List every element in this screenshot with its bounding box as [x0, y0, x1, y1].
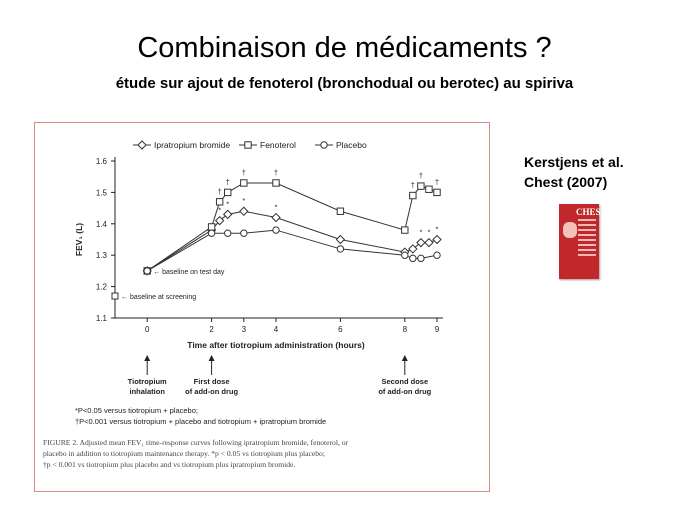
- citation: Kerstjens et al. Chest (2007): [524, 152, 624, 192]
- data-point: [244, 141, 252, 149]
- significance-mark: †: [411, 181, 415, 190]
- caption-line-2: placebo in addition to tiotropium mainte…: [43, 449, 325, 458]
- y-tick-label: 1.6: [96, 157, 108, 166]
- citation-journal: Chest (2007): [524, 174, 608, 190]
- event-arrowhead: [208, 355, 215, 361]
- y-tick-label: 1.5: [96, 188, 108, 197]
- significance-mark: †: [435, 177, 439, 186]
- data-point: [432, 234, 442, 245]
- data-point: [425, 185, 433, 193]
- data-point: [336, 207, 345, 215]
- legend-label: Fenoterol: [260, 140, 296, 150]
- journal-cover-image: CHEST: [559, 204, 607, 279]
- significance-mark: †: [419, 171, 423, 180]
- event-label: of add-on drug: [185, 387, 238, 396]
- event-label: First dose: [194, 377, 230, 386]
- data-point: [416, 237, 426, 248]
- significance-mark: *: [419, 228, 422, 237]
- slide-subtitle: étude sur ajout de fenoterol (bronchodua…: [115, 75, 574, 92]
- event-label: of add-on drug: [378, 387, 431, 396]
- y-axis-title: FEV₁ (L): [74, 223, 84, 256]
- event-arrowhead: [144, 355, 151, 361]
- significance-mark: *: [242, 196, 245, 205]
- significance-mark: *: [275, 203, 278, 212]
- significance-mark: *: [427, 228, 430, 237]
- lung-illustration: [563, 222, 577, 238]
- screening-marker: [111, 292, 119, 300]
- data-point: [272, 226, 280, 234]
- x-tick-label: 9: [435, 325, 440, 334]
- data-point: [401, 251, 409, 259]
- legend-label: Placebo: [336, 140, 367, 150]
- y-tick-label: 1.2: [96, 283, 108, 292]
- x-tick-label: 2: [209, 325, 214, 334]
- data-point: [417, 254, 425, 263]
- x-tick-label: 0: [145, 325, 150, 334]
- data-point: [401, 226, 409, 234]
- significance-mark: †: [274, 168, 278, 177]
- caption-line-3: †p < 0.001 vs tiotropium plus placebo an…: [43, 460, 295, 469]
- x-tick-label: 6: [338, 325, 343, 334]
- data-point: [239, 206, 249, 216]
- y-tick-label: 1.3: [96, 251, 108, 260]
- caption-line-1: FIGURE 2. Adjusted mean FEV₁ time-respon…: [43, 438, 349, 447]
- x-tick-label: 4: [274, 325, 279, 334]
- footnote-1: *P<0.05 versus tiotropium + placebo;: [75, 406, 198, 415]
- data-point: [408, 244, 418, 254]
- data-point: [137, 140, 147, 150]
- annotation-test-day: ← baseline on test day: [153, 269, 225, 276]
- data-point: [272, 179, 280, 187]
- data-point: [417, 182, 425, 190]
- data-point: [409, 191, 417, 200]
- citation-authors: Kerstjens et al.: [524, 154, 624, 170]
- data-point: [240, 229, 248, 237]
- data-point: [433, 188, 441, 197]
- event-label: inhalation: [129, 387, 165, 396]
- series-line: [146, 229, 438, 272]
- data-point: [224, 229, 232, 237]
- data-point: [240, 179, 248, 187]
- data-point: [215, 198, 224, 206]
- significance-mark: *: [436, 225, 439, 234]
- data-point: [207, 229, 216, 237]
- series-line: [146, 182, 438, 272]
- x-tick-label: 8: [403, 325, 408, 334]
- y-tick-label: 1.4: [96, 220, 108, 229]
- annotation-screening: ← baseline at screening: [121, 294, 196, 301]
- data-point: [336, 245, 345, 253]
- significance-mark: †: [242, 168, 246, 177]
- footnote-2: †P<0.001 versus tiotropium + placebo and…: [75, 417, 326, 426]
- data-point: [424, 237, 434, 248]
- journal-cover-title: CHEST: [576, 207, 607, 217]
- figure-panel: 1.1 1.2 1.3 1.4 1.5 1.6 0 2 3 4 6 8 9 Time after tiot…: [34, 122, 490, 492]
- legend-label: Ipratropium bromide: [154, 140, 230, 150]
- data-point: [409, 254, 417, 263]
- event-label: Tiotropium: [128, 377, 167, 386]
- data-point: [433, 251, 441, 259]
- data-point: [143, 267, 151, 275]
- data-point: [320, 141, 328, 149]
- fev1-chart: 1.1 1.2 1.3 1.4 1.5 1.6 0 2 3 4 6 8 9 Time after tiot…: [43, 140, 443, 469]
- slide-title: Combinaison de médicaments ?: [137, 32, 552, 64]
- significance-mark: *: [218, 206, 221, 215]
- data-point: [335, 234, 346, 245]
- significance-mark: †: [218, 187, 222, 196]
- significance-mark: †: [226, 177, 230, 186]
- x-axis-title: Time after tiotropium administration (ho…: [187, 340, 365, 350]
- event-arrowhead: [401, 355, 408, 361]
- data-point: [222, 209, 233, 220]
- data-point: [271, 212, 281, 223]
- significance-mark: *: [226, 199, 229, 208]
- event-label: Second dose: [381, 377, 428, 386]
- data-point: [214, 215, 225, 226]
- x-tick-label: 3: [242, 325, 247, 334]
- data-point: [224, 188, 232, 197]
- data-point: [207, 223, 216, 231]
- y-tick-label: 1.1: [96, 314, 108, 323]
